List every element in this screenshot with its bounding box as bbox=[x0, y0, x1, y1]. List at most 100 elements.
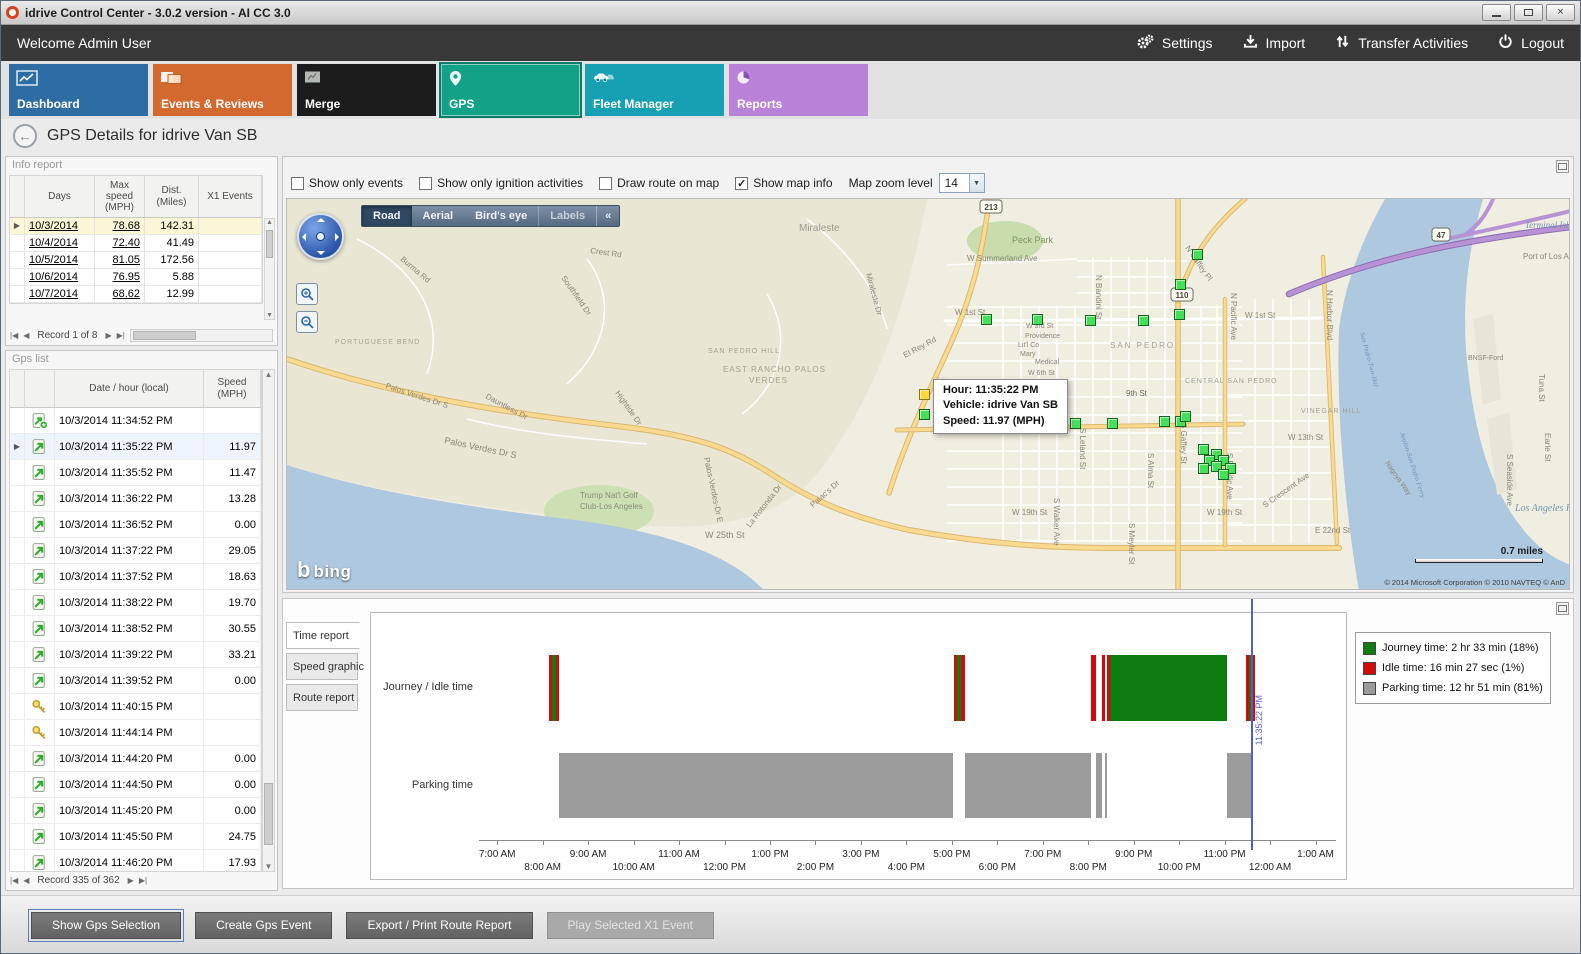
col-days[interactable]: Days bbox=[25, 176, 95, 218]
selected-gps-marker[interactable] bbox=[919, 389, 930, 400]
gps-marker[interactable] bbox=[1192, 249, 1203, 260]
checkbox-box[interactable] bbox=[291, 176, 304, 190]
first-record-icon[interactable]: |◀ bbox=[10, 331, 19, 340]
table-row[interactable]: 10/3/2014 11:39:22 PM 33.21 bbox=[10, 642, 261, 668]
tile-gps[interactable]: GPS bbox=[441, 64, 580, 116]
map-style-tab-aerial[interactable]: Aerial bbox=[422, 210, 454, 222]
gps-marker[interactable] bbox=[1138, 315, 1149, 326]
table-row[interactable]: ▶ 10/3/2014 78.68 142.31 bbox=[10, 218, 262, 235]
prev-record-icon[interactable]: ◀ bbox=[23, 876, 30, 885]
tab-speed-graphic[interactable]: Speed graphic bbox=[286, 653, 364, 680]
checkbox-show-map-info[interactable]: ✓ Show map info bbox=[735, 176, 833, 190]
table-row[interactable]: 10/3/2014 11:38:22 PM 19.70 bbox=[10, 590, 261, 616]
map-canvas[interactable]: Miraleste Peck Park W Summerland Ave Crest … bbox=[286, 198, 1570, 590]
col-speed[interactable]: Speed (MPH) bbox=[204, 370, 261, 408]
cell-max-speed[interactable]: 81.05 bbox=[95, 252, 145, 269]
tile-events-reviews[interactable]: Events & Reviews bbox=[153, 64, 292, 116]
gps-marker[interactable] bbox=[981, 314, 992, 325]
back-button[interactable]: ← bbox=[13, 124, 37, 148]
checkbox-show-only-events[interactable]: Show only events bbox=[291, 176, 403, 190]
cell-max-speed[interactable]: 72.40 bbox=[95, 235, 145, 252]
table-row[interactable]: 10/5/2014 81.05 172.56 bbox=[10, 252, 262, 269]
gps-marker[interactable] bbox=[1198, 463, 1209, 474]
gps-marker[interactable] bbox=[1174, 309, 1185, 320]
header-action-logout[interactable]: Logout bbox=[1498, 34, 1564, 52]
cell-days[interactable]: 10/4/2014 bbox=[25, 235, 95, 252]
table-row[interactable]: 10/3/2014 11:45:50 PM 24.75 bbox=[10, 824, 261, 850]
create-gps-event-button[interactable]: Create Gps Event bbox=[195, 911, 333, 939]
gps-marker[interactable] bbox=[1211, 461, 1222, 472]
map-compass-control[interactable] bbox=[297, 213, 344, 260]
gps-marker[interactable] bbox=[1175, 279, 1186, 290]
tile-fleet-manager[interactable]: Fleet Manager bbox=[585, 64, 724, 116]
col-max-speed[interactable]: Max speed (MPH) bbox=[95, 176, 145, 218]
gps-marker[interactable] bbox=[1218, 455, 1229, 466]
collapse-map-tabs-icon[interactable]: « bbox=[596, 206, 619, 226]
map-style-tab-road[interactable]: Road bbox=[362, 206, 412, 226]
table-row[interactable]: 10/3/2014 11:40:15 PM bbox=[10, 694, 261, 720]
header-action-settings[interactable]: Settings bbox=[1136, 34, 1213, 53]
tile-merge[interactable]: Merge bbox=[297, 64, 436, 116]
table-row[interactable]: 10/3/2014 11:36:52 PM 0.00 bbox=[10, 512, 261, 538]
col-dist[interactable]: Dist. (Miles) bbox=[145, 176, 199, 218]
prev-record-icon[interactable]: ◀ bbox=[23, 331, 30, 340]
first-record-icon[interactable]: |◀ bbox=[10, 876, 19, 885]
gps-marker[interactable] bbox=[1107, 418, 1118, 429]
cell-max-speed[interactable]: 76.95 bbox=[95, 269, 145, 286]
cell-days[interactable]: 10/6/2014 bbox=[25, 269, 95, 286]
chevron-down-icon[interactable]: ▼ bbox=[968, 174, 984, 192]
last-record-icon[interactable]: ▶| bbox=[116, 331, 125, 340]
table-row[interactable]: 10/3/2014 11:44:20 PM 0.00 bbox=[10, 746, 261, 772]
table-row[interactable]: 10/3/2014 11:36:22 PM 13.28 bbox=[10, 486, 261, 512]
cell-max-speed[interactable]: 78.68 bbox=[95, 218, 145, 235]
close-button[interactable]: × bbox=[1546, 4, 1575, 21]
cell-days[interactable]: 10/7/2014 bbox=[25, 286, 95, 303]
col-date-hour[interactable]: Date / hour (local) bbox=[55, 370, 204, 408]
cell-days[interactable]: 10/5/2014 bbox=[25, 252, 95, 269]
tab-route-report[interactable]: Route report bbox=[286, 684, 358, 711]
tab-time-report[interactable]: Time report bbox=[286, 622, 360, 649]
export-print-route-report-button[interactable]: Export / Print Route Report bbox=[346, 911, 533, 939]
gps-list-scrollbar[interactable]: ▲ ▼ bbox=[262, 369, 275, 872]
checkbox-box[interactable] bbox=[599, 176, 613, 190]
gps-marker[interactable] bbox=[1198, 444, 1209, 455]
maximize-button[interactable] bbox=[1514, 4, 1543, 21]
info-report-scrollbar[interactable]: ▲ ▼ bbox=[264, 218, 275, 320]
table-row[interactable]: 10/3/2014 11:45:20 PM 0.00 bbox=[10, 798, 261, 824]
checkbox-show-only-ignition-activities[interactable]: Show only ignition activities bbox=[419, 176, 583, 190]
timeline-plot[interactable]: 7:00 AM 8:00 AM 9:00 AM 10:00 AM 11:00 AM 12:… bbox=[479, 599, 1336, 873]
tile-dashboard[interactable]: Dashboard bbox=[9, 64, 148, 116]
minimize-button[interactable] bbox=[1482, 4, 1511, 21]
checkbox-box[interactable]: ✓ bbox=[735, 176, 749, 190]
table-row[interactable]: 10/3/2014 11:35:52 PM 11.47 bbox=[10, 460, 261, 486]
last-record-icon[interactable]: ▶| bbox=[138, 876, 148, 885]
gps-marker[interactable] bbox=[1180, 411, 1191, 422]
next-record-icon[interactable]: ▶ bbox=[105, 331, 112, 340]
collapse-panel-icon[interactable] bbox=[1556, 160, 1569, 173]
gps-marker[interactable] bbox=[1204, 455, 1215, 466]
table-row[interactable]: 10/3/2014 11:46:20 PM 17.93 bbox=[10, 850, 261, 871]
gps-marker[interactable] bbox=[919, 409, 930, 420]
checkbox-draw-route-on-map[interactable]: Draw route on map bbox=[599, 176, 719, 190]
map-zoom-select[interactable]: 14 ▼ bbox=[938, 173, 985, 193]
map-style-tab-labels[interactable]: Labels bbox=[538, 206, 596, 226]
table-row[interactable]: 10/7/2014 68.62 12.99 bbox=[10, 286, 262, 303]
map-style-tab-bird-s-eye[interactable]: Bird's eye bbox=[475, 210, 528, 222]
tile-reports[interactable]: Reports bbox=[729, 64, 868, 116]
info-report-hscrollbar[interactable] bbox=[129, 329, 273, 342]
next-record-icon[interactable]: ▶ bbox=[127, 876, 134, 885]
table-row[interactable]: 10/3/2014 11:37:22 PM 29.05 bbox=[10, 538, 261, 564]
gps-marker[interactable] bbox=[1070, 418, 1081, 429]
gps-marker[interactable] bbox=[1032, 314, 1043, 325]
table-row[interactable]: 10/3/2014 11:37:52 PM 18.63 bbox=[10, 564, 261, 590]
checkbox-box[interactable] bbox=[419, 176, 433, 190]
cell-days[interactable]: 10/3/2014 bbox=[25, 218, 95, 235]
gps-marker[interactable] bbox=[1218, 469, 1229, 480]
table-row[interactable]: 10/3/2014 11:44:50 PM 0.00 bbox=[10, 772, 261, 798]
table-row[interactable]: 10/3/2014 11:39:52 PM 0.00 bbox=[10, 668, 261, 694]
gps-marker[interactable] bbox=[1225, 463, 1236, 474]
header-action-transfer[interactable]: Transfer Activities bbox=[1335, 34, 1468, 52]
map-zoom-out-button[interactable] bbox=[296, 311, 318, 333]
cell-max-speed[interactable]: 68.62 bbox=[95, 286, 145, 303]
table-row[interactable]: 10/3/2014 11:38:52 PM 30.55 bbox=[10, 616, 261, 642]
